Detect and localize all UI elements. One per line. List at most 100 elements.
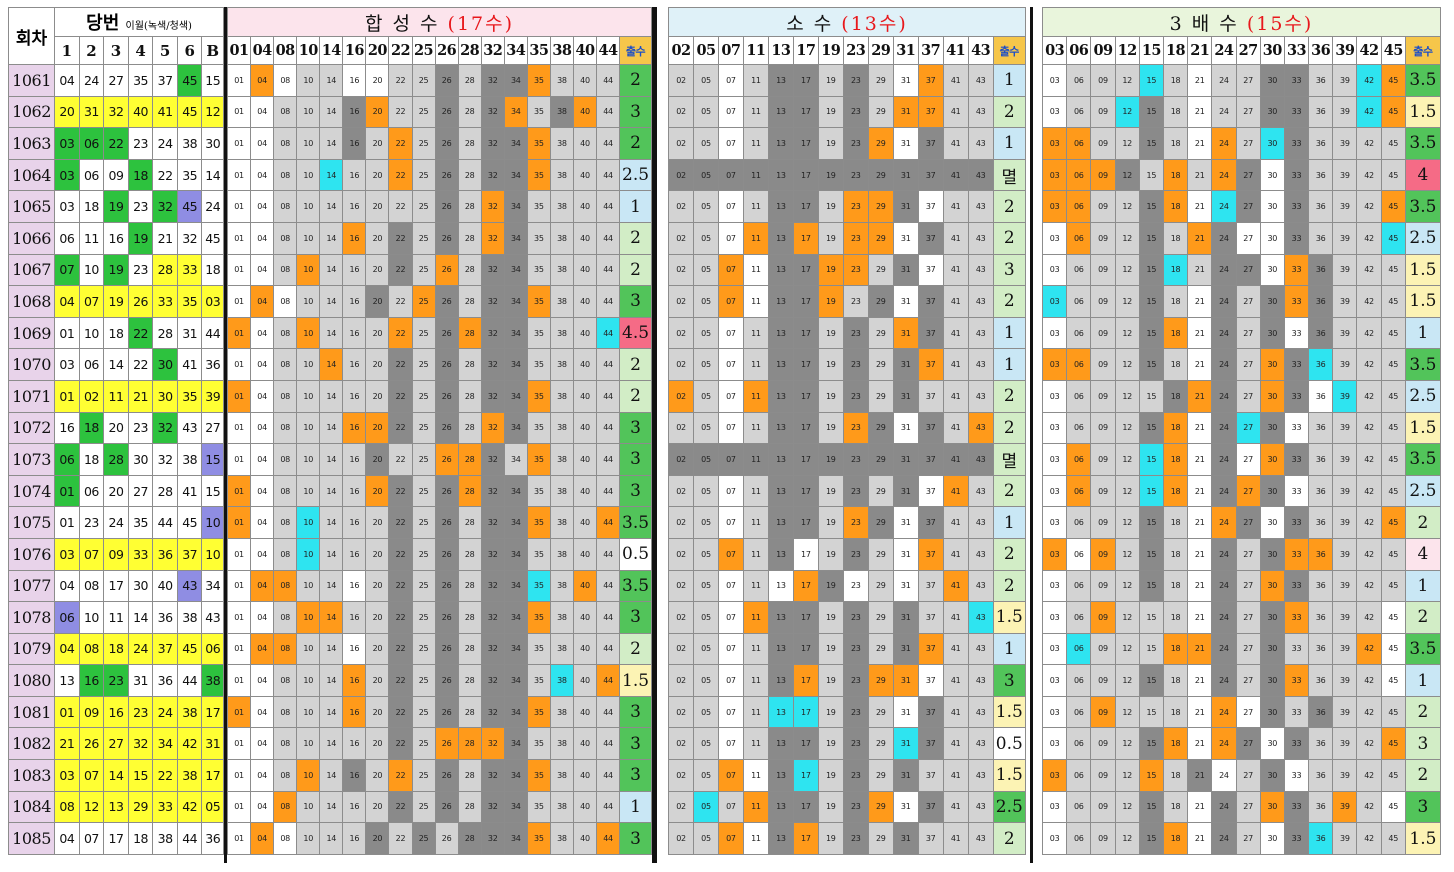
baesu-cell: 18 (1162, 443, 1189, 476)
hapseong-cell: 08 (273, 190, 298, 223)
draw-row: 1062 20 31 32 40 41 45 12 (7, 95, 224, 129)
hapseong-cell: 35 (526, 790, 551, 824)
draw-number: 18 (127, 158, 154, 192)
sosu-col-header: 41 (942, 36, 969, 65)
hapseong-cell: 32 (480, 569, 505, 603)
hapseong-cell: 40 (572, 95, 598, 129)
hapseong-cell: 32 (480, 664, 505, 697)
baesu-cell: 24 (1211, 727, 1237, 761)
baesu-cell: 06 (1066, 822, 1092, 855)
hapseong-row: 01 04 08 10 14 16 20 22 25 26 28 32 34 35 38 40 44 2.5 (226, 158, 652, 192)
sosu-cell: 19 (817, 601, 844, 634)
sosu-cell: 11 (742, 695, 769, 729)
hapseong-cell: 10 (296, 253, 321, 287)
baesu-cell: 39 (1332, 695, 1358, 729)
sosu-col-header: 29 (867, 36, 894, 65)
hapseong-cell: 40 (572, 790, 598, 824)
sosu-cell: 07 (717, 727, 744, 761)
baesu-cell: 15 (1138, 127, 1164, 160)
baesu-row: 03 06 09 12 15 18 21 24 27 30 33 36 39 42 45 3 (1041, 790, 1442, 824)
draw-row: 1061 04 24 27 35 37 45 15 (7, 64, 224, 97)
draw-col-header: 3 (103, 36, 129, 65)
draw-number: 24 (152, 695, 178, 729)
sosu-cell: 07 (717, 443, 744, 476)
baesu-cell: 06 (1066, 759, 1092, 792)
hapseong-cell: 22 (388, 443, 413, 476)
baesu-cell: 15 (1138, 474, 1164, 508)
baesu-cell: 03 (1041, 474, 1068, 508)
hapseong-col-header: 20 (365, 36, 390, 65)
baesu-row: 03 06 09 12 15 18 21 24 27 30 33 36 39 42 45 2.5 (1041, 379, 1442, 413)
baesu-out-value: 1 (1404, 569, 1442, 603)
sosu-cell: 31 (892, 727, 919, 761)
baesu-cell: 30 (1259, 474, 1285, 508)
hapseong-cell: 28 (457, 506, 482, 539)
draw-number: 11 (78, 221, 105, 255)
baesu-cell: 15 (1138, 190, 1164, 223)
draw-number: 23 (78, 506, 105, 539)
sosu-cell: 13 (767, 822, 794, 855)
sosu-cell: 05 (692, 759, 719, 792)
draw-number: 24 (152, 127, 178, 160)
hapseong-cell: 14 (319, 474, 344, 508)
draw-col-header: 4 (127, 36, 154, 65)
sosu-cell: 19 (817, 316, 844, 350)
draw-row: 1082 21 26 27 32 34 42 31 (7, 727, 224, 761)
sosu-cell: 31 (892, 506, 919, 539)
draw-number: 24 (103, 506, 129, 539)
hapseong-cell: 44 (595, 759, 621, 792)
baesu-cell: 30 (1259, 759, 1285, 792)
sosu-cell: 37 (917, 443, 944, 476)
sosu-cell: 29 (867, 64, 894, 97)
sosu-cell: 07 (717, 285, 744, 318)
baesu-out-value: 2 (1404, 506, 1442, 539)
baesu-cell: 39 (1332, 95, 1358, 129)
baesu-cell: 09 (1090, 727, 1116, 761)
baesu-cell: 39 (1332, 158, 1358, 192)
hapseong-cell: 14 (319, 158, 344, 192)
hapseong-cell: 40 (572, 759, 598, 792)
baesu-cell: 12 (1114, 411, 1140, 445)
hapseong-cell: 10 (296, 569, 321, 603)
baesu-cell: 36 (1308, 759, 1334, 792)
hapseong-cell: 08 (273, 474, 298, 508)
sosu-cell: 05 (692, 316, 719, 350)
sosu-col-header: 37 (917, 36, 944, 65)
baesu-row: 03 06 09 12 15 18 21 24 27 30 33 36 39 42 45 4 (1041, 537, 1442, 571)
sosu-cell: 05 (692, 443, 719, 476)
draw-number: 03 (54, 190, 80, 223)
sosu-cell: 31 (892, 316, 919, 350)
sosu-cell: 05 (692, 285, 719, 318)
baesu-cell: 09 (1090, 822, 1116, 855)
draw-number: 30 (127, 443, 154, 476)
hapseong-col-header: 10 (296, 36, 321, 65)
hapseong-cell: 14 (319, 727, 344, 761)
baesu-cell: 30 (1259, 221, 1285, 255)
hapseong-out-value: 3 (619, 474, 652, 508)
baesu-row: 03 06 09 12 15 18 21 24 27 30 33 36 39 42 45 4 (1041, 158, 1442, 192)
hapseong-cell: 25 (411, 601, 436, 634)
hapseong-cell: 35 (526, 506, 551, 539)
sosu-cell: 29 (867, 695, 894, 729)
baesu-cell: 15 (1138, 506, 1164, 539)
sosu-cell: 41 (942, 664, 969, 697)
hapseong-cell: 10 (296, 443, 321, 476)
baesu-cell: 03 (1041, 285, 1068, 318)
baesu-cell: 03 (1041, 569, 1068, 603)
draw-number: 35 (176, 285, 203, 318)
hapseong-cell: 20 (365, 379, 390, 413)
sosu-cell: 41 (942, 506, 969, 539)
sosu-cell: 02 (668, 379, 694, 413)
hapseong-cell: 34 (503, 316, 528, 350)
draw-row: 1064 03 06 09 18 22 35 14 (7, 158, 224, 192)
sosu-cell: 02 (668, 664, 694, 697)
sosu-row: 02 05 07 11 13 17 19 23 29 31 37 41 43 2 (668, 285, 1027, 318)
sosu-cell: 19 (817, 411, 844, 445)
draw-number: 45 (176, 632, 203, 666)
baesu-row: 03 06 09 12 15 18 21 24 27 30 33 36 39 42 45 1 (1041, 316, 1442, 350)
baesu-cell: 03 (1041, 379, 1068, 413)
draw-number: 30 (201, 127, 224, 160)
hapseong-cell: 38 (549, 632, 574, 666)
sosu-row: 02 05 07 11 13 17 19 23 29 31 37 41 43 1 (668, 632, 1027, 666)
sosu-cell: 17 (792, 537, 819, 571)
